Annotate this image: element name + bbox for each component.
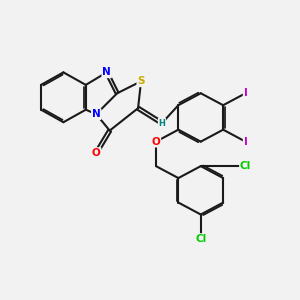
Text: I: I [244, 88, 248, 98]
Text: Cl: Cl [195, 234, 206, 244]
Text: H: H [158, 118, 165, 127]
Text: O: O [92, 148, 100, 158]
Text: N: N [92, 109, 100, 119]
Text: N: N [102, 68, 111, 77]
Text: I: I [244, 136, 248, 147]
Text: O: O [152, 136, 160, 147]
Text: Cl: Cl [240, 161, 251, 171]
Text: S: S [137, 76, 145, 86]
